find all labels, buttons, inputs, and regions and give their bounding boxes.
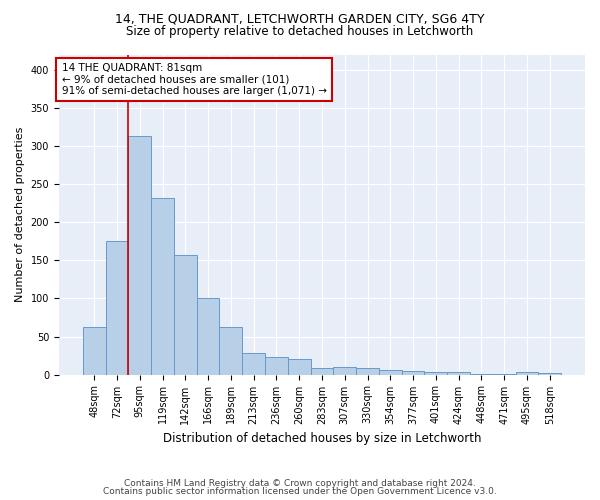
Text: 14, THE QUADRANT, LETCHWORTH GARDEN CITY, SG6 4TY: 14, THE QUADRANT, LETCHWORTH GARDEN CITY…: [115, 12, 485, 26]
Text: Contains HM Land Registry data © Crown copyright and database right 2024.: Contains HM Land Registry data © Crown c…: [124, 478, 476, 488]
X-axis label: Distribution of detached houses by size in Letchworth: Distribution of detached houses by size …: [163, 432, 481, 445]
Bar: [128, 136, 151, 374]
Bar: [311, 368, 334, 374]
Bar: [334, 367, 356, 374]
Bar: [151, 198, 174, 374]
Bar: [197, 298, 220, 374]
Bar: [379, 370, 401, 374]
Bar: [265, 357, 288, 374]
Bar: [401, 371, 424, 374]
Text: Size of property relative to detached houses in Letchworth: Size of property relative to detached ho…: [127, 25, 473, 38]
Text: 14 THE QUADRANT: 81sqm
← 9% of detached houses are smaller (101)
91% of semi-det: 14 THE QUADRANT: 81sqm ← 9% of detached …: [62, 63, 326, 96]
Bar: [424, 372, 447, 374]
Bar: [174, 255, 197, 374]
Bar: [288, 360, 311, 374]
Bar: [106, 242, 128, 374]
Bar: [356, 368, 379, 374]
Bar: [538, 373, 561, 374]
Bar: [447, 372, 470, 374]
Text: Contains public sector information licensed under the Open Government Licence v3: Contains public sector information licen…: [103, 487, 497, 496]
Bar: [515, 372, 538, 374]
Y-axis label: Number of detached properties: Number of detached properties: [15, 127, 25, 302]
Bar: [242, 354, 265, 374]
Bar: [220, 328, 242, 374]
Bar: [83, 328, 106, 374]
